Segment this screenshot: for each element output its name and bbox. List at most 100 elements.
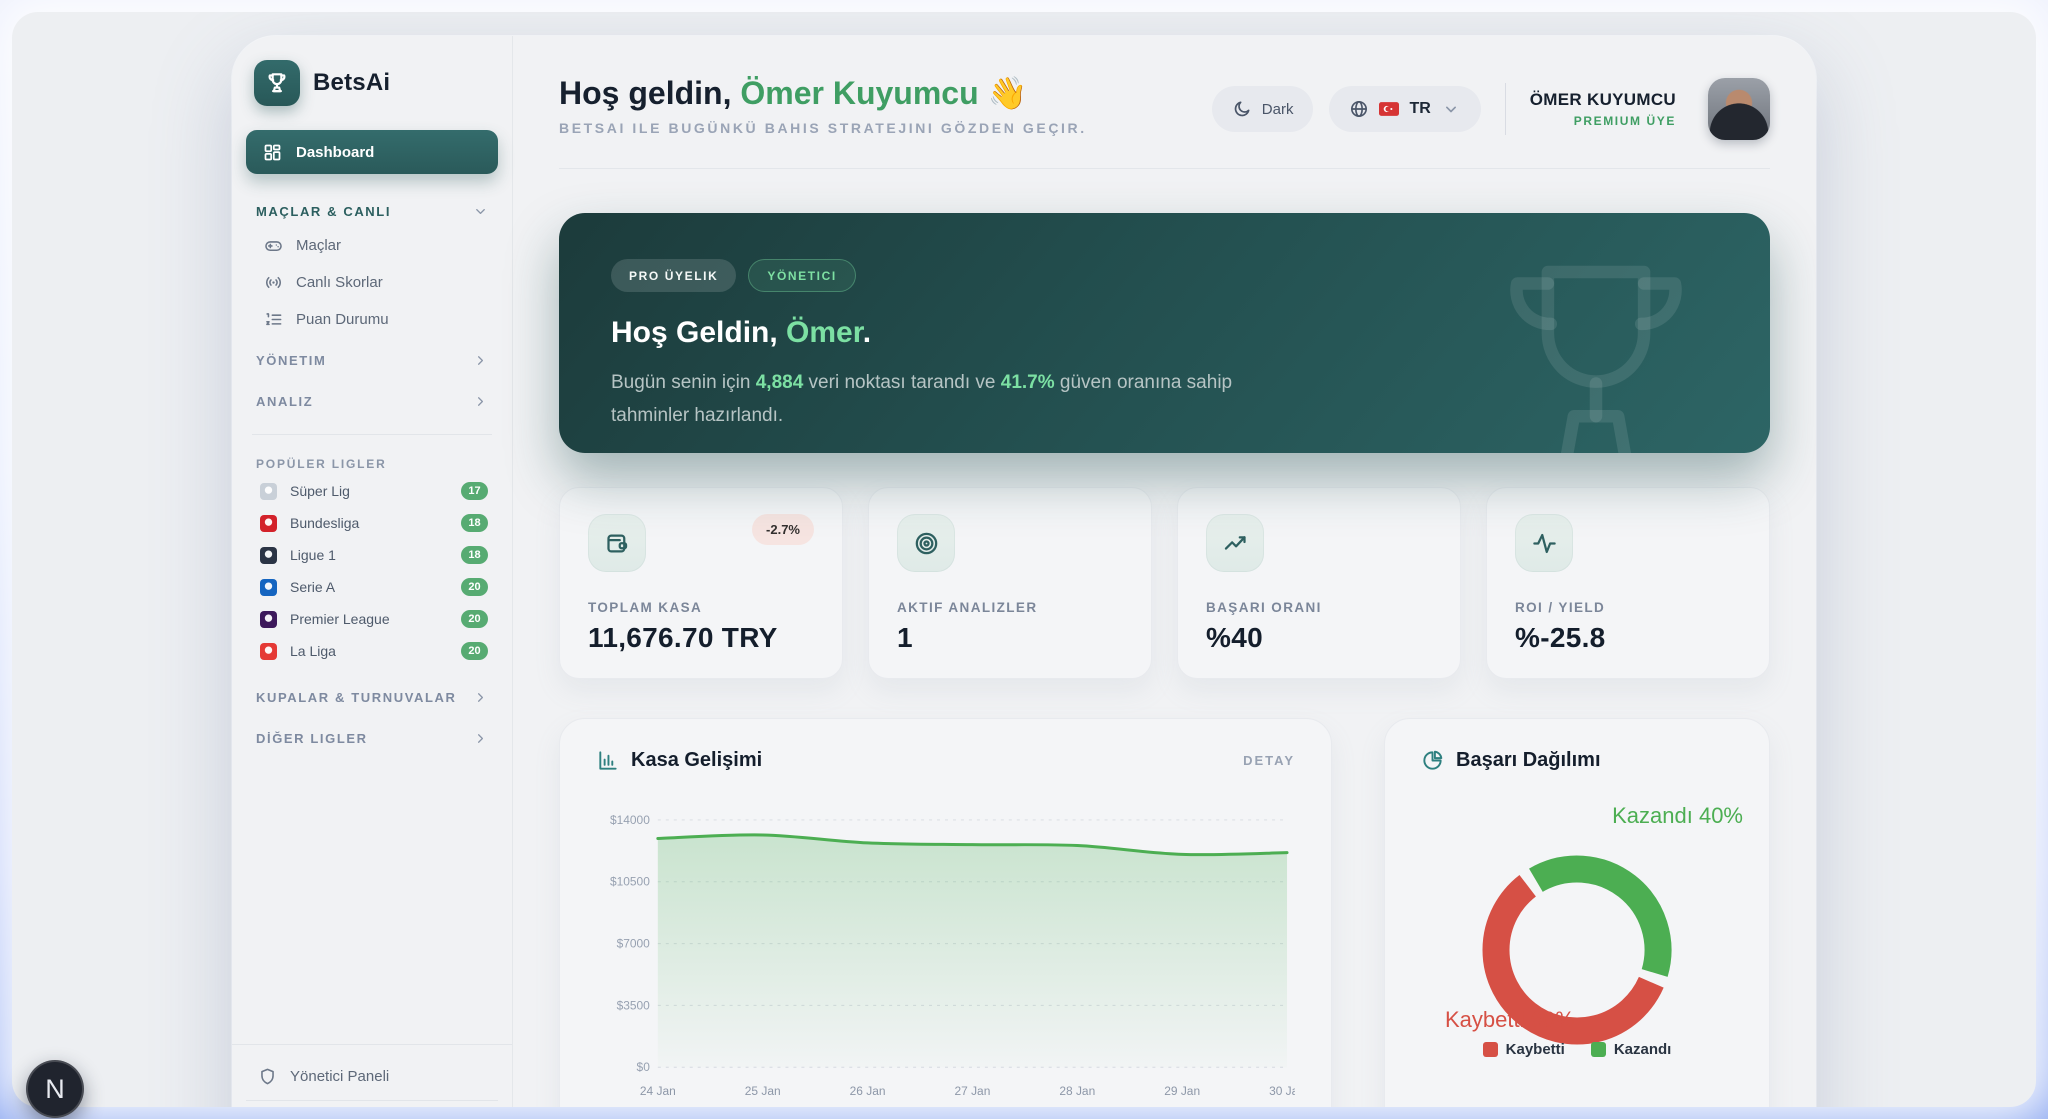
divider [252, 434, 492, 435]
stat-value: %40 [1206, 622, 1263, 653]
sidebar-group-maclar-canli[interactable]: MAÇLAR & CANLI [246, 196, 498, 227]
sidebar-group-yonetim[interactable]: YÖNETIM [246, 342, 498, 379]
hero-badges: PRO ÜYELIK YÖNETICI [611, 259, 1718, 292]
legend-swatch [1482, 1042, 1498, 1057]
nav-item-label: Maçlar [296, 237, 342, 254]
main-content: Hoş geldin, Ömer Kuyumcu 👋 BETSAI ILE BU… [513, 36, 1816, 1107]
sidebar-item-league[interactable]: Serie A 20 [246, 571, 498, 603]
hero-body-text: Bugün senin için [611, 372, 756, 393]
user-tier-badge: PREMIUM ÜYE [1573, 114, 1676, 128]
donut-callout-lost: Kaybetti 60% [1445, 1007, 1575, 1032]
legend-item-kaybetti: Kaybetti [1482, 1041, 1565, 1058]
sidebar-item-canlı-skorlar[interactable]: Canlı Skorlar [252, 264, 498, 301]
x-tick-label: 25 Jan [745, 1084, 781, 1098]
sidebar-item-label: Dashboard [296, 143, 375, 161]
welcome-hero-card: PRO ÜYELIK YÖNETICI Hoş Geldin, Ömer. Bu… [559, 213, 1770, 453]
league-count-badge: 20 [461, 610, 488, 628]
league-logo-icon [260, 546, 277, 564]
sidebar-item-league[interactable]: Ligue 1 18 [246, 539, 498, 571]
sidebar-item-dashboard[interactable]: Dashboard [246, 130, 498, 174]
league-count-badge: 17 [461, 482, 488, 500]
stat-value: 1 [897, 622, 913, 653]
trophy-watermark-icon [1510, 265, 1682, 453]
x-tick-label: 26 Jan [850, 1084, 886, 1098]
league-name: La Liga [290, 643, 336, 659]
sidebar-group-analiz[interactable]: ANALIZ [246, 383, 498, 420]
stat-card-aktif-analizler: AKTIF ANALIZLER 1 [868, 487, 1152, 679]
hero-description: Bugün senin için 4,884 veri noktası tara… [611, 366, 1271, 432]
league-count-badge: 18 [461, 514, 488, 532]
sidebar-item-league[interactable]: La Liga 20 [246, 635, 498, 667]
globe-icon [1351, 100, 1368, 118]
stat-card-roi-yield: ROI / YIELD %-25.8 [1486, 487, 1770, 679]
sidebar-group-diger-ligler[interactable]: DİĞER LIGLER [246, 720, 498, 757]
theme-toggle-button[interactable]: Dark [1211, 86, 1314, 132]
turkey-flag-icon [1379, 102, 1400, 116]
standings-icon [266, 313, 282, 326]
floating-n-button[interactable]: N [26, 1060, 84, 1118]
greeting-prefix: Hoş geldin, [559, 75, 741, 111]
x-tick-label: 30 Jan [1269, 1084, 1295, 1098]
sidebar-item-puan-durumu[interactable]: Puan Durumu [252, 301, 498, 338]
stat-cards-row: -2.7% TOPLAM KASA 11,676.70 TRY AKTIF AN… [559, 487, 1770, 679]
chart-title: Başarı Dağılımı [1456, 749, 1601, 771]
league-name: Premier League [290, 611, 390, 627]
x-tick-label: 29 Jan [1164, 1084, 1200, 1098]
avatar[interactable] [1708, 78, 1770, 140]
line-series [656, 833, 1289, 857]
league-count-badge: 20 [461, 578, 488, 596]
confidence-value: 41.7% [1000, 372, 1055, 393]
chevron-right-icon [478, 356, 483, 365]
charts-row: Kasa Gelişimi DETAY $14000 $10500 $7000 $35… [559, 718, 1770, 1107]
pro-membership-badge: PRO ÜYELIK [611, 259, 737, 292]
donut-slice-kaybetti [1482, 875, 1664, 1045]
stat-value: %-25.8 [1515, 622, 1606, 653]
match-nav-list: Maçlar Canlı Skorlar Puan Durumu [246, 227, 498, 338]
detail-link[interactable]: DETAY [1243, 753, 1295, 768]
donut-callout-won: Kazandı 40% [1612, 803, 1743, 828]
hero-body-text: veri noktası tarandı ve [803, 372, 1001, 393]
change-badge: -2.7% [752, 514, 814, 545]
stat-label: BAŞARI ORANI [1206, 600, 1322, 615]
league-logo-icon [260, 642, 277, 660]
chart-title-row: Başarı Dağılımı [1421, 749, 1601, 772]
app-name: BetsAi [313, 69, 391, 96]
topbar: Hoş geldin, Ömer Kuyumcu 👋 BETSAI ILE BU… [559, 74, 1770, 140]
sidebar-item-logout[interactable]: Çıkış Yap [246, 1103, 498, 1107]
area-chart-svg: $14000 $10500 $7000 $3500 $0 24 Jan 25 Jan 26 J… [610, 813, 1305, 1098]
area-fill [657, 834, 1288, 1068]
sidebar-item-maçlar[interactable]: Maçlar [252, 227, 498, 264]
donut-chart-svg [1482, 855, 1672, 1045]
league-logo-icon [260, 482, 277, 500]
sidebar-item-league[interactable]: Bundesliga 18 [246, 507, 498, 539]
wave-emoji: 👋 [978, 75, 1028, 111]
x-tick-label: 27 Jan [954, 1084, 990, 1098]
league-name: Bundesliga [290, 515, 360, 531]
language-selector[interactable]: TR [1329, 86, 1481, 132]
sidebar-item-admin-panel[interactable]: Yönetici Paneli [246, 1055, 498, 1098]
sidebar-item-league[interactable]: Süper Lig 17 [246, 475, 498, 507]
sidebar-group-kupalar[interactable]: KUPALAR & TURNUVALAR [246, 679, 498, 716]
chevron-right-icon [478, 734, 483, 743]
hero-title-name: Ömer [786, 316, 863, 349]
y-tick-label: $3500 [617, 998, 651, 1012]
moon-icon [1234, 101, 1250, 117]
admin-badge: YÖNETICI [748, 259, 856, 292]
sidebar-item-league[interactable]: Premier League 20 [246, 603, 498, 635]
hero-title-suffix: . [862, 316, 872, 349]
bar-chart-icon [599, 751, 617, 770]
stat-label: TOPLAM KASA [588, 600, 703, 615]
y-tick-label: $14000 [610, 813, 650, 827]
donut-slice-kazandı [1529, 855, 1672, 977]
league-logo-icon [260, 514, 277, 532]
wallet-icon [588, 514, 646, 572]
league-logo-icon [260, 578, 277, 596]
basari-dagilimi-card: Başarı Dağılımı Kazandı 40% Kaybetti 60%… [1384, 718, 1770, 1107]
legend-swatch [1590, 1042, 1606, 1057]
activity-icon [1515, 514, 1573, 572]
divider [559, 168, 1770, 169]
kasa-chart: $14000 $10500 $7000 $3500 $0 24 Jan 25 Jan 26 J… [596, 798, 1305, 1107]
leagues-section-header: POPÜLER LIGLER [256, 457, 387, 471]
y-tick-label: $7000 [617, 937, 651, 951]
league-count-badge: 20 [461, 642, 488, 660]
